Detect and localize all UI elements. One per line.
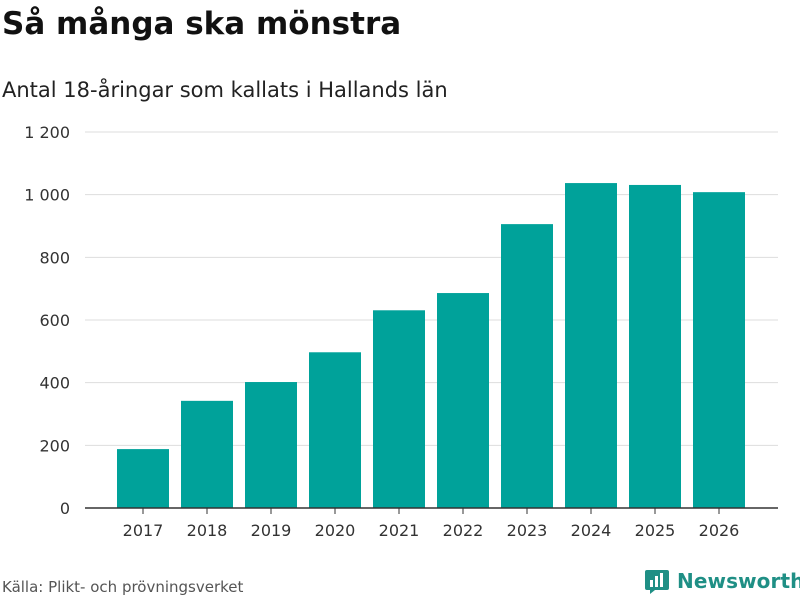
bar-layer [117,183,745,508]
x-tick-label: 2021 [379,521,420,540]
x-tick-label: 2024 [571,521,612,540]
bar [501,224,553,508]
y-tick-label: 800 [39,248,70,267]
chart-title: Så många ska mönstra [2,6,402,42]
brand-logo: Newsworthy [644,568,800,594]
x-tick-label: 2025 [635,521,676,540]
bar [117,449,169,508]
brand-name: Newsworthy [677,569,800,593]
bar [437,293,489,508]
source-note: Källa: Plikt- och prövningsverket [2,578,244,596]
bar [629,184,681,508]
y-tick-label: 200 [39,436,70,455]
bar [565,183,617,508]
y-tick-label: 1 200 [24,123,70,142]
y-tick-label: 600 [39,311,70,330]
x-tick-label: 2018 [187,521,228,540]
chart-subtitle: Antal 18-åringar som kallats i Hallands … [2,78,448,102]
y-tick-label: 1 000 [24,186,70,205]
x-tick-label: 2022 [443,521,484,540]
axis-layer [85,507,778,514]
y-tick-label: 400 [39,374,70,393]
x-tick-label: 2023 [507,521,548,540]
x-tick-label: 2026 [699,521,740,540]
bar-chart-logo-icon [645,570,669,594]
bar-chart: 0 200 400 600 800 1 000 1 200 2017 2018 2019 2020 2… [24,123,778,540]
y-tick-label: 0 [60,499,70,518]
bar [181,400,233,508]
bar [245,382,297,508]
x-tick-label: 2017 [123,521,164,540]
x-tick-label: 2019 [251,521,292,540]
label-layer: 0 200 400 600 800 1 000 1 200 2017 2018 2019 2020 2… [24,123,739,540]
bar [693,192,745,508]
bar [309,352,361,508]
bar [373,310,425,508]
x-tick-label: 2020 [315,521,356,540]
